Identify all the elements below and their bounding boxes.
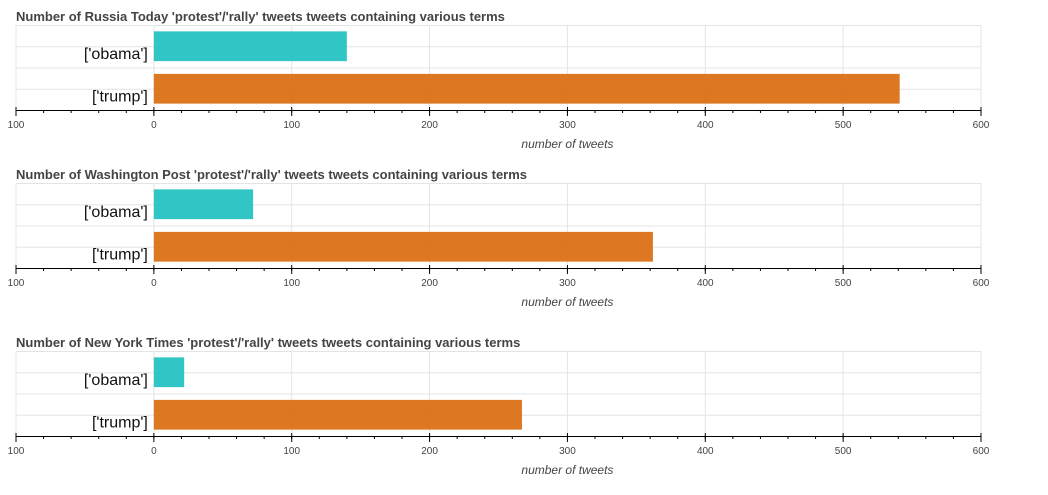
bar-trump (153, 73, 900, 104)
bar-obama (153, 189, 254, 220)
chart-title: Number of New York Times 'protest'/'rall… (16, 335, 521, 350)
bar-trump (153, 231, 653, 262)
x-tick-label: 200 (421, 278, 438, 289)
bar-obama (153, 31, 347, 62)
x-tick-label: 100 (283, 278, 300, 289)
category-label: ['obama'] (84, 204, 148, 221)
x-tick-label: 400 (697, 120, 714, 131)
bar-obama (153, 357, 185, 388)
x-tick-label: 100 (8, 278, 25, 289)
x-tick-label: 500 (835, 446, 852, 457)
x-tick-label: 200 (421, 446, 438, 457)
x-tick-label: 100 (8, 446, 25, 457)
category-label: ['trump'] (92, 415, 148, 432)
x-tick-label: 300 (559, 120, 576, 131)
x-tick-label: 0 (151, 446, 157, 457)
category-label: ['trump'] (92, 89, 148, 106)
category-label: ['obama'] (84, 46, 148, 63)
x-tick-label: 0 (151, 278, 157, 289)
x-tick-label: 600 (973, 446, 990, 457)
category-label: ['obama'] (84, 372, 148, 389)
chart-title: Number of Washington Post 'protest'/'ral… (16, 167, 528, 182)
x-tick-label: 500 (835, 120, 852, 131)
x-tick-label: 100 (283, 120, 300, 131)
x-tick-label: 400 (697, 278, 714, 289)
category-label: ['trump'] (92, 247, 148, 264)
x-tick-label: 100 (283, 446, 300, 457)
x-tick-label: 400 (697, 446, 714, 457)
x-tick-label: 500 (835, 278, 852, 289)
x-tick-label: 600 (973, 120, 990, 131)
x-tick-label: 300 (559, 446, 576, 457)
x-axis-label: number of tweets (521, 295, 613, 309)
x-tick-label: 200 (421, 120, 438, 131)
x-tick-label: 100 (8, 120, 25, 131)
x-axis-label: number of tweets (521, 463, 613, 477)
chart-title: Number of Russia Today 'protest'/'rally'… (16, 9, 505, 24)
x-axis-label: number of tweets (521, 137, 613, 151)
x-tick-label: 300 (559, 278, 576, 289)
x-tick-label: 600 (973, 278, 990, 289)
bar-trump (153, 399, 522, 430)
x-tick-label: 0 (151, 120, 157, 131)
